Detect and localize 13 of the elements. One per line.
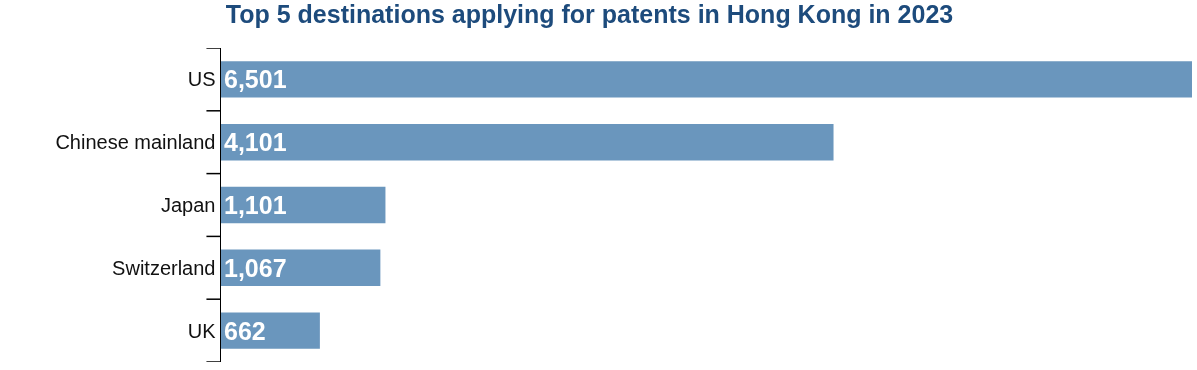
data-label: 1,101 [224, 191, 287, 219]
y-tick-label: UK [187, 319, 217, 342]
data-label: 662 [224, 316, 266, 345]
y-tick-label: Japan [161, 194, 216, 216]
chart-title: Top 5 destinations applying for patents in Hong Kong in 2023 [225, 0, 954, 29]
data-label: 1,067 [224, 253, 287, 282]
y-tick-label: US [187, 68, 216, 91]
bar [221, 123, 834, 161]
bar [221, 61, 1192, 98]
data-label: 4,101 [224, 128, 287, 157]
data-label: 6,501 [224, 65, 287, 94]
y-tick-label: Switzerland [112, 256, 216, 279]
y-tick-label: Chinese mainland [55, 131, 216, 154]
